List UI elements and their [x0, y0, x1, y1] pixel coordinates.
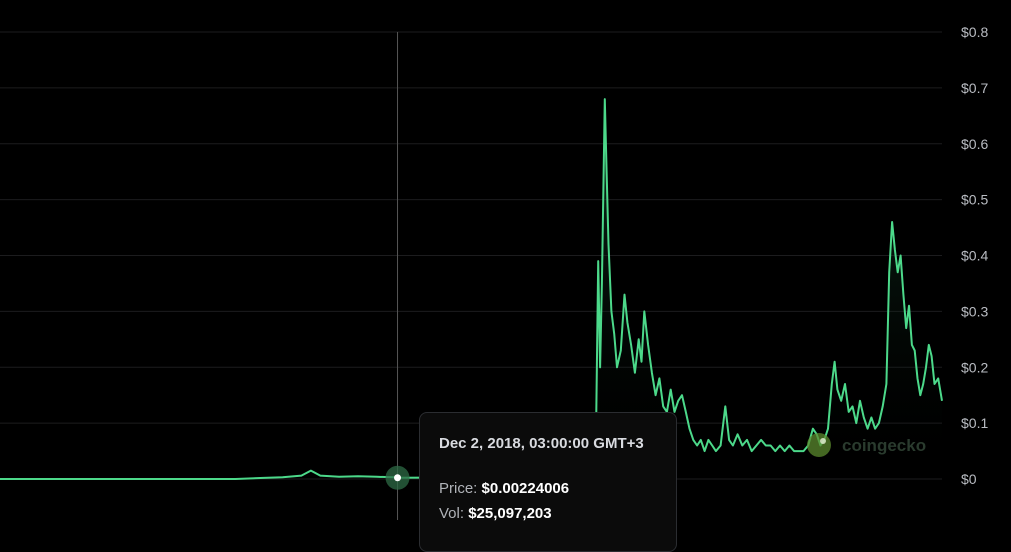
y-tick-label: $0.1	[961, 415, 988, 431]
y-tick-label: $0.5	[961, 192, 988, 208]
coingecko-logo-icon	[807, 433, 831, 457]
tooltip-price-value: $0.00224006	[481, 480, 570, 497]
y-tick-label: $0.3	[961, 303, 988, 319]
tooltip-vol-label: Vol:	[439, 505, 465, 522]
y-tick-label: $0	[961, 471, 977, 487]
tooltip-price-label: Price:	[439, 480, 478, 497]
price-tooltip: Dec 2, 2018, 03:00:00 GMT+3 Price: $0.00…	[419, 412, 677, 552]
coingecko-watermark: coingecko	[807, 433, 926, 457]
price-area-fill	[0, 99, 942, 479]
tooltip-date: Dec 2, 2018, 03:00:00 GMT+3	[439, 435, 644, 452]
tooltip-vol-row: Vol: $25,097,203	[439, 505, 552, 522]
cursor-dot	[394, 474, 402, 482]
y-tick-label: $0.4	[961, 248, 988, 264]
y-tick-label: $0.7	[961, 80, 988, 96]
y-tick-label: $0.6	[961, 136, 988, 152]
y-tick-label: $0.8	[961, 24, 988, 40]
tooltip-vol-value: $25,097,203	[468, 505, 552, 522]
coingecko-logo-eye-icon	[820, 438, 826, 444]
watermark-text: coingecko	[842, 436, 926, 455]
price-series-line	[0, 98, 943, 480]
price-chart-svg[interactable]: $0 $0.1 $0.2 $0.3 $0.4 $0.5 $0.6 $0.7 $0.8 coing…	[0, 0, 1011, 520]
price-area	[0, 99, 942, 479]
tooltip-price-row: Price: $0.00224006	[439, 480, 569, 497]
y-axis-ticks: $0 $0.1 $0.2 $0.3 $0.4 $0.5 $0.6 $0.7 $0.8	[961, 24, 988, 487]
price-line	[0, 98, 943, 480]
grid-lines	[0, 31, 942, 480]
y-tick-label: $0.2	[961, 359, 988, 375]
hover-cursor	[385, 32, 410, 520]
